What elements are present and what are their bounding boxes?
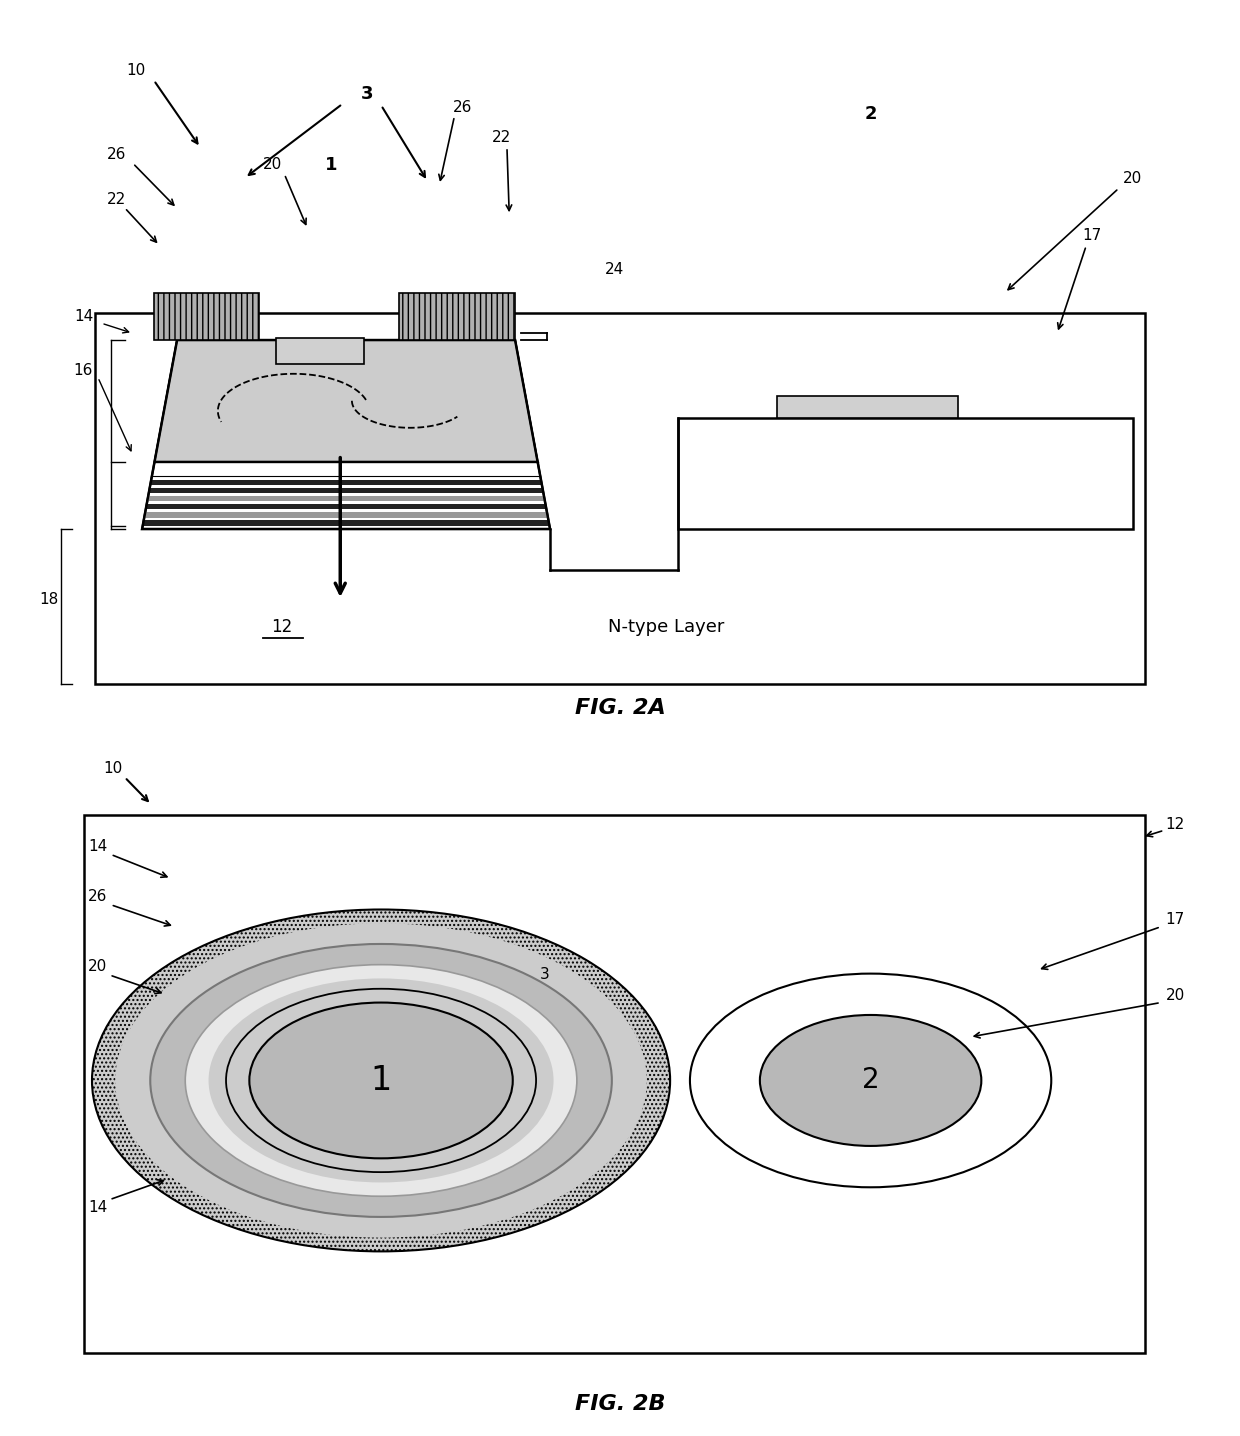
Text: 17: 17 bbox=[1083, 228, 1101, 243]
FancyBboxPatch shape bbox=[84, 816, 1145, 1353]
FancyBboxPatch shape bbox=[144, 513, 548, 517]
Circle shape bbox=[92, 909, 670, 1251]
Text: 2: 2 bbox=[862, 1067, 879, 1094]
Text: 22: 22 bbox=[107, 192, 126, 207]
Circle shape bbox=[249, 1002, 513, 1159]
Text: N-type Layer: N-type Layer bbox=[609, 617, 725, 636]
Circle shape bbox=[115, 923, 647, 1238]
Text: FIG. 2B: FIG. 2B bbox=[575, 1394, 665, 1414]
Text: 14: 14 bbox=[88, 1200, 108, 1215]
FancyBboxPatch shape bbox=[143, 520, 549, 526]
Text: 1: 1 bbox=[325, 155, 337, 174]
Text: FIG. 2A: FIG. 2A bbox=[574, 698, 666, 718]
FancyBboxPatch shape bbox=[150, 480, 542, 485]
Text: 12: 12 bbox=[1166, 817, 1184, 833]
FancyBboxPatch shape bbox=[277, 337, 363, 363]
Text: 3: 3 bbox=[539, 968, 549, 982]
FancyBboxPatch shape bbox=[148, 495, 544, 501]
FancyBboxPatch shape bbox=[398, 293, 515, 340]
Text: 26: 26 bbox=[107, 146, 126, 162]
Text: 26: 26 bbox=[453, 99, 472, 115]
FancyBboxPatch shape bbox=[777, 396, 959, 418]
Text: 10: 10 bbox=[103, 761, 123, 775]
Text: 18: 18 bbox=[38, 593, 58, 607]
Polygon shape bbox=[678, 418, 1133, 528]
Circle shape bbox=[689, 974, 1052, 1188]
Text: 14: 14 bbox=[74, 309, 93, 325]
Text: 3: 3 bbox=[361, 85, 373, 103]
Circle shape bbox=[185, 965, 577, 1196]
Text: 2: 2 bbox=[864, 105, 877, 123]
Polygon shape bbox=[143, 340, 551, 528]
Text: 20: 20 bbox=[88, 959, 108, 974]
Polygon shape bbox=[155, 340, 538, 461]
Text: 12: 12 bbox=[272, 617, 293, 636]
Text: 1: 1 bbox=[371, 1064, 392, 1097]
Circle shape bbox=[226, 989, 536, 1172]
FancyBboxPatch shape bbox=[149, 488, 543, 493]
FancyBboxPatch shape bbox=[95, 313, 1145, 685]
Text: 24: 24 bbox=[605, 261, 624, 277]
Text: 26: 26 bbox=[88, 889, 108, 903]
Circle shape bbox=[208, 978, 553, 1182]
Text: 20: 20 bbox=[263, 157, 283, 172]
FancyBboxPatch shape bbox=[146, 504, 547, 510]
Text: 20: 20 bbox=[1123, 171, 1142, 185]
Text: 14: 14 bbox=[88, 839, 108, 853]
Text: 17: 17 bbox=[1166, 912, 1184, 928]
Circle shape bbox=[760, 1015, 981, 1146]
Text: 20: 20 bbox=[1166, 988, 1184, 1004]
Text: 10: 10 bbox=[126, 63, 146, 78]
FancyBboxPatch shape bbox=[154, 293, 259, 340]
Text: 22: 22 bbox=[491, 131, 511, 145]
Circle shape bbox=[150, 943, 611, 1216]
Text: 16: 16 bbox=[73, 363, 93, 378]
